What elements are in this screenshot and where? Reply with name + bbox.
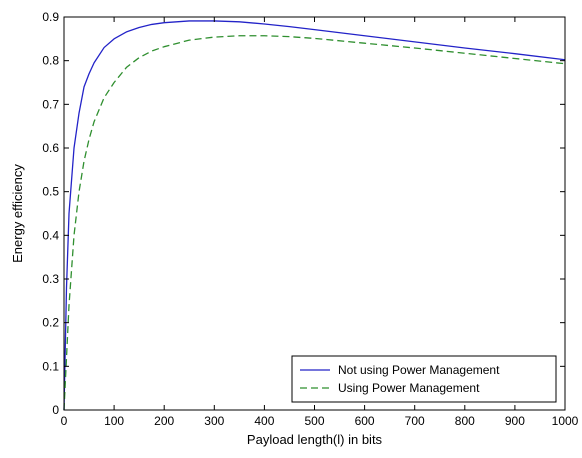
x-tick-label: 0 [61,414,68,428]
y-tick-label: 0.4 [42,228,59,242]
y-tick-label: 0.5 [42,185,59,199]
y-tick-label: 0.6 [42,141,59,155]
y-tick-label: 0.8 [42,54,59,68]
x-tick-label: 500 [304,414,324,428]
x-tick-label: 300 [204,414,224,428]
y-tick-label: 0.2 [42,316,59,330]
y-tick-label: 0 [52,403,59,417]
legend-box [291,355,557,403]
y-axis-label: Energy efficiency [10,164,25,263]
x-tick-label: 700 [405,414,425,428]
y-tick-label: 0.1 [42,359,59,373]
x-tick-label: 100 [104,414,124,428]
x-tick-label: 900 [505,414,525,428]
legend-entry-not-using-power-management: Not using Power Management [338,363,500,377]
x-tick-label: 400 [254,414,274,428]
series-layer [63,20,566,411]
series-line-1 [63,35,566,411]
legend-entry-using-power-management: Using Power Management [338,381,480,395]
x-tick-label: 600 [355,414,375,428]
x-tick-label: 200 [154,414,174,428]
plot-area [64,17,565,410]
x-tick-label: 1000 [552,414,579,428]
x-axis-label: Payload length(l) in bits [247,432,383,447]
x-tick-label: 800 [455,414,475,428]
series-line-0 [63,20,566,411]
y-tick-label: 0.9 [42,10,59,24]
ticks-layer: 0 100 200 300 400 500 600 700 800 900 1000 0 0.1 0.2 0… [42,10,578,428]
legend: Not using Power Management Using Power M… [291,355,557,403]
y-tick-label: 0.3 [42,272,59,286]
y-tick-label: 0.7 [42,97,59,111]
